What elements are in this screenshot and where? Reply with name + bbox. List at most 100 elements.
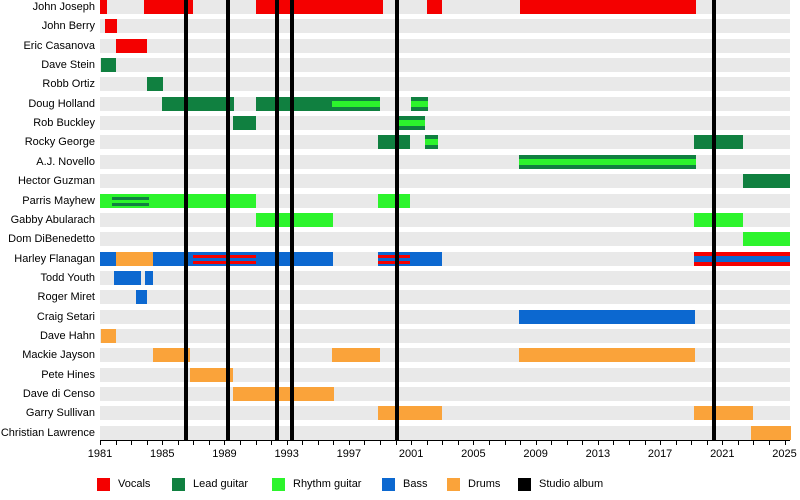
timeline-bar bbox=[694, 406, 753, 421]
member-label: Harley Flanagan bbox=[14, 252, 95, 265]
row-band bbox=[100, 406, 790, 421]
timeline-bar bbox=[425, 135, 439, 150]
studio-album-line bbox=[275, 0, 280, 440]
member-label: A.J. Novello bbox=[36, 155, 95, 168]
axis-tick bbox=[348, 441, 350, 445]
member-label: Rob Buckley bbox=[33, 117, 95, 130]
timeline-bar bbox=[397, 116, 426, 131]
timeline-bar bbox=[149, 193, 256, 208]
axis-year-label: 1989 bbox=[212, 448, 237, 460]
secondary-role-stripe bbox=[193, 254, 256, 258]
rhythm-color-swatch bbox=[272, 478, 285, 491]
timeline-bar bbox=[152, 348, 191, 363]
row-band bbox=[100, 19, 790, 34]
axis-tick bbox=[286, 441, 288, 445]
timeline-bar bbox=[144, 0, 194, 14]
timeline-bar bbox=[100, 193, 113, 208]
axis-tick bbox=[660, 441, 662, 445]
axis-tick bbox=[442, 441, 444, 445]
studio-album-line bbox=[226, 0, 231, 440]
row-band bbox=[100, 328, 790, 343]
axis-tick bbox=[628, 441, 630, 445]
member-label: Dave di Censo bbox=[22, 388, 95, 400]
legend-label: Lead guitar bbox=[193, 478, 249, 490]
axis-year-label: 2021 bbox=[710, 448, 735, 460]
axis-tick bbox=[411, 441, 413, 445]
axis-year-label: 2025 bbox=[772, 448, 797, 460]
secondary-role-stripe bbox=[378, 254, 410, 258]
timeline-bar bbox=[135, 290, 148, 305]
row-band bbox=[100, 290, 790, 305]
axis-tick bbox=[224, 441, 226, 445]
timeline-bar bbox=[378, 251, 410, 266]
row-band bbox=[100, 193, 790, 208]
member-label: Pete Hines bbox=[41, 368, 95, 381]
row-band bbox=[100, 425, 790, 440]
timeline-bar bbox=[112, 193, 149, 208]
row-band bbox=[100, 77, 790, 92]
timeline-bar bbox=[694, 135, 743, 150]
axis-tick bbox=[100, 441, 101, 445]
member-label: Christian Lawrence bbox=[0, 426, 95, 439]
axis-tick bbox=[597, 441, 599, 445]
secondary-role-stripe bbox=[193, 260, 256, 264]
legend-label: Bass bbox=[403, 478, 428, 490]
timeline-bar bbox=[152, 251, 194, 266]
timeline-bar bbox=[742, 232, 790, 247]
member-label: Todd Youth bbox=[40, 271, 95, 284]
member-label: Craig Setari bbox=[36, 310, 95, 323]
axis-year-label: 2001 bbox=[398, 448, 424, 460]
timeline-bar bbox=[331, 348, 381, 363]
row-band bbox=[100, 174, 790, 189]
axis-tick bbox=[395, 441, 397, 445]
member-label: Dave Stein bbox=[41, 59, 95, 72]
timeline-bar bbox=[115, 251, 153, 266]
member-label: Garry Sullivan bbox=[25, 407, 95, 420]
bass-color-swatch bbox=[382, 478, 395, 491]
axis-year-label: 2009 bbox=[523, 448, 548, 460]
timeline-bar bbox=[331, 96, 381, 111]
timeline-bar bbox=[518, 309, 696, 324]
member-label: Eric Casanova bbox=[23, 39, 95, 52]
row-band bbox=[100, 232, 790, 247]
member-label: Mackie Jayson bbox=[22, 349, 95, 362]
axis-tick bbox=[768, 441, 770, 445]
lead-color-swatch bbox=[172, 478, 185, 491]
axis-year-label: 1993 bbox=[274, 448, 299, 460]
member-label: Parris Mayhew bbox=[22, 194, 95, 207]
vocals-color-swatch bbox=[97, 478, 110, 491]
legend-label: Drums bbox=[468, 478, 501, 490]
axis-tick bbox=[722, 441, 724, 445]
timeline-bar bbox=[520, 0, 696, 14]
legend-label: Studio album bbox=[539, 478, 604, 490]
member-label: Roger Miret bbox=[37, 291, 95, 304]
timeline-bar bbox=[411, 96, 429, 111]
axis-tick bbox=[753, 441, 755, 445]
axis-tick bbox=[737, 441, 739, 445]
axis-tick bbox=[302, 441, 304, 445]
timeline-bar bbox=[114, 270, 142, 285]
secondary-role-stripe bbox=[378, 260, 410, 264]
axis-year-label: 2017 bbox=[647, 448, 673, 460]
axis-tick bbox=[208, 441, 210, 445]
axis-tick bbox=[551, 441, 553, 445]
axis-tick bbox=[473, 441, 475, 445]
x-axis-line bbox=[100, 440, 790, 441]
axis-tick bbox=[146, 441, 148, 445]
axis-tick bbox=[177, 441, 179, 445]
timeline-bar bbox=[409, 251, 443, 266]
timeline-bar bbox=[193, 251, 256, 266]
timeline-bar bbox=[378, 193, 410, 208]
legend-label: Vocals bbox=[118, 478, 151, 490]
row-band bbox=[100, 116, 790, 131]
row-band bbox=[100, 135, 790, 150]
timeline-bar bbox=[100, 58, 116, 73]
secondary-role-stripe bbox=[112, 196, 149, 200]
axis-tick bbox=[644, 441, 646, 445]
axis-tick bbox=[115, 441, 117, 445]
timeline-bar bbox=[426, 0, 443, 14]
timeline-bar bbox=[100, 251, 116, 266]
member-label: Rocky George bbox=[24, 136, 95, 149]
timeline-bar bbox=[742, 174, 790, 189]
